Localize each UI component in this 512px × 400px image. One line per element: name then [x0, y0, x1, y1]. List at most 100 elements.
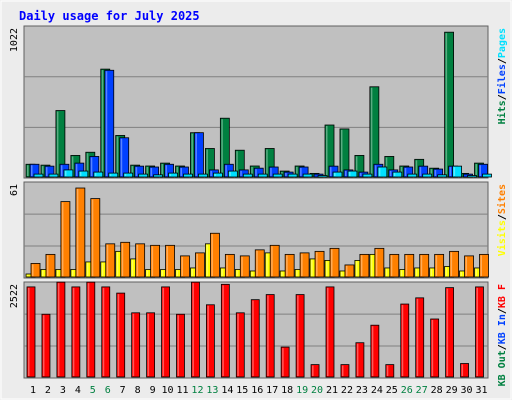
bar-pages-day-19 [302, 173, 313, 178]
bar-sheen [270, 168, 272, 176]
chart-title: Daily usage for July 2025 [19, 9, 200, 23]
bar-sheen [460, 271, 463, 276]
hits-files-pages-panel: 1022 [9, 25, 492, 179]
day-label-27: 27 [416, 385, 428, 396]
bar-sheen [225, 165, 227, 176]
bar-sheen [105, 71, 108, 176]
bar-pages-day-26 [407, 173, 418, 178]
bar-sheen [266, 149, 268, 176]
side-legend-part: / [497, 308, 508, 314]
bar-sheen [136, 244, 139, 276]
bar-sheen [266, 253, 268, 276]
bar-kb-f-day-31 [475, 286, 484, 378]
bar-sites-day-27 [419, 253, 430, 278]
bar-sheen [117, 294, 120, 376]
day-label-22: 22 [341, 385, 353, 396]
bar-sheen [116, 252, 119, 276]
bar-sites-day-19 [299, 252, 310, 278]
bar-sites-day-14 [224, 253, 235, 278]
bar-sheen [210, 170, 212, 176]
bar-kb-f-day-23 [355, 342, 365, 378]
day-labels: 1 2 3 4 5 6 7 8 9 10 11 12 13 14 15 16 17 18 19 20 21 22 23 24 2… [30, 385, 488, 396]
bar-sheen [420, 255, 423, 276]
day-label-21: 21 [326, 385, 338, 396]
bar-sites-day-25 [389, 253, 400, 278]
bar-sheen [120, 138, 123, 176]
bar-sheen [316, 252, 318, 276]
day-label-13: 13 [206, 385, 218, 396]
bar-sheen [331, 249, 333, 276]
bar-sheen [355, 156, 358, 176]
bar-sheen [116, 136, 119, 176]
bar-kb-f-day-10 [161, 286, 170, 378]
bar-sites-day-21 [329, 247, 340, 278]
bar-sheen [236, 151, 238, 176]
bar-sheen [297, 295, 299, 376]
bar-sheen [94, 173, 97, 176]
day-label-29: 29 [446, 385, 458, 396]
bar-sheen [222, 285, 224, 376]
bar-sites-day-12 [195, 252, 205, 278]
day-label-17: 17 [266, 385, 278, 396]
bar-kb-f-day-1 [26, 286, 36, 378]
ymax-label-bot: 2522 [9, 284, 20, 308]
bar-sheen [102, 287, 105, 376]
bar-sheen [371, 326, 374, 376]
bar-sheen [221, 119, 223, 176]
bar-sheen [430, 169, 433, 176]
bar-sheen [401, 305, 404, 376]
bar-kb-f-day-29 [445, 287, 455, 378]
bar-sheen [334, 173, 336, 176]
bar-sheen [101, 262, 104, 276]
bar-sheen [348, 172, 351, 176]
bar-sheen [296, 270, 298, 276]
bar-kb-f-day-17 [265, 294, 275, 378]
bar-sheen [326, 126, 328, 176]
side-legend-part: KB F [497, 284, 508, 308]
bar-sheen [374, 165, 377, 176]
bar-pages-day-16 [257, 173, 268, 178]
bar-sheen [300, 168, 302, 176]
bar-sheen [72, 287, 75, 376]
bar-sheen [150, 168, 153, 176]
bar-sheen [146, 270, 149, 276]
bar-sites-day-29 [449, 250, 460, 278]
bar-sheen [400, 166, 403, 176]
bar-sheen [415, 268, 418, 276]
bar-sites-day-4 [75, 187, 86, 278]
bar-sheen [296, 166, 298, 176]
bar-sheen [180, 168, 182, 176]
bar-sheen [32, 264, 34, 276]
bar-sheen [430, 268, 433, 276]
day-label-3: 3 [60, 385, 66, 396]
bar-pages-day-2 [48, 173, 59, 178]
bar-sites-day-16 [254, 249, 265, 278]
bar-sheen [419, 167, 422, 176]
bar-pages-day-9 [153, 174, 164, 178]
bar-pages-day-21 [332, 171, 343, 178]
bar-sheen [191, 133, 193, 176]
bar-pages-day-7 [123, 172, 134, 178]
bar-sheen [64, 170, 67, 176]
bar-sheen [161, 270, 164, 276]
bar-pages-day-3 [63, 169, 74, 178]
bar-sheen [147, 313, 150, 376]
bar-sheen [416, 298, 419, 376]
bar-sheen [71, 270, 74, 276]
bar-kb-f-day-9 [146, 312, 156, 378]
bar-sheen [221, 268, 223, 276]
side-legend-part: KB In [497, 314, 508, 344]
bar-sheen [251, 166, 253, 176]
bar-sites-day-31 [479, 253, 489, 278]
bar-kb-f-day-4 [71, 286, 81, 378]
bar-pages-day-14 [227, 170, 238, 178]
bar-sheen [90, 157, 93, 176]
bar-kb-f-day-2 [41, 313, 51, 378]
bar-sheen [42, 315, 45, 376]
bar-sites-day-13 [209, 232, 220, 278]
day-label-14: 14 [221, 385, 233, 396]
bar-kb-f-day-12 [191, 281, 200, 378]
bar-kb-f-day-7 [116, 292, 126, 378]
